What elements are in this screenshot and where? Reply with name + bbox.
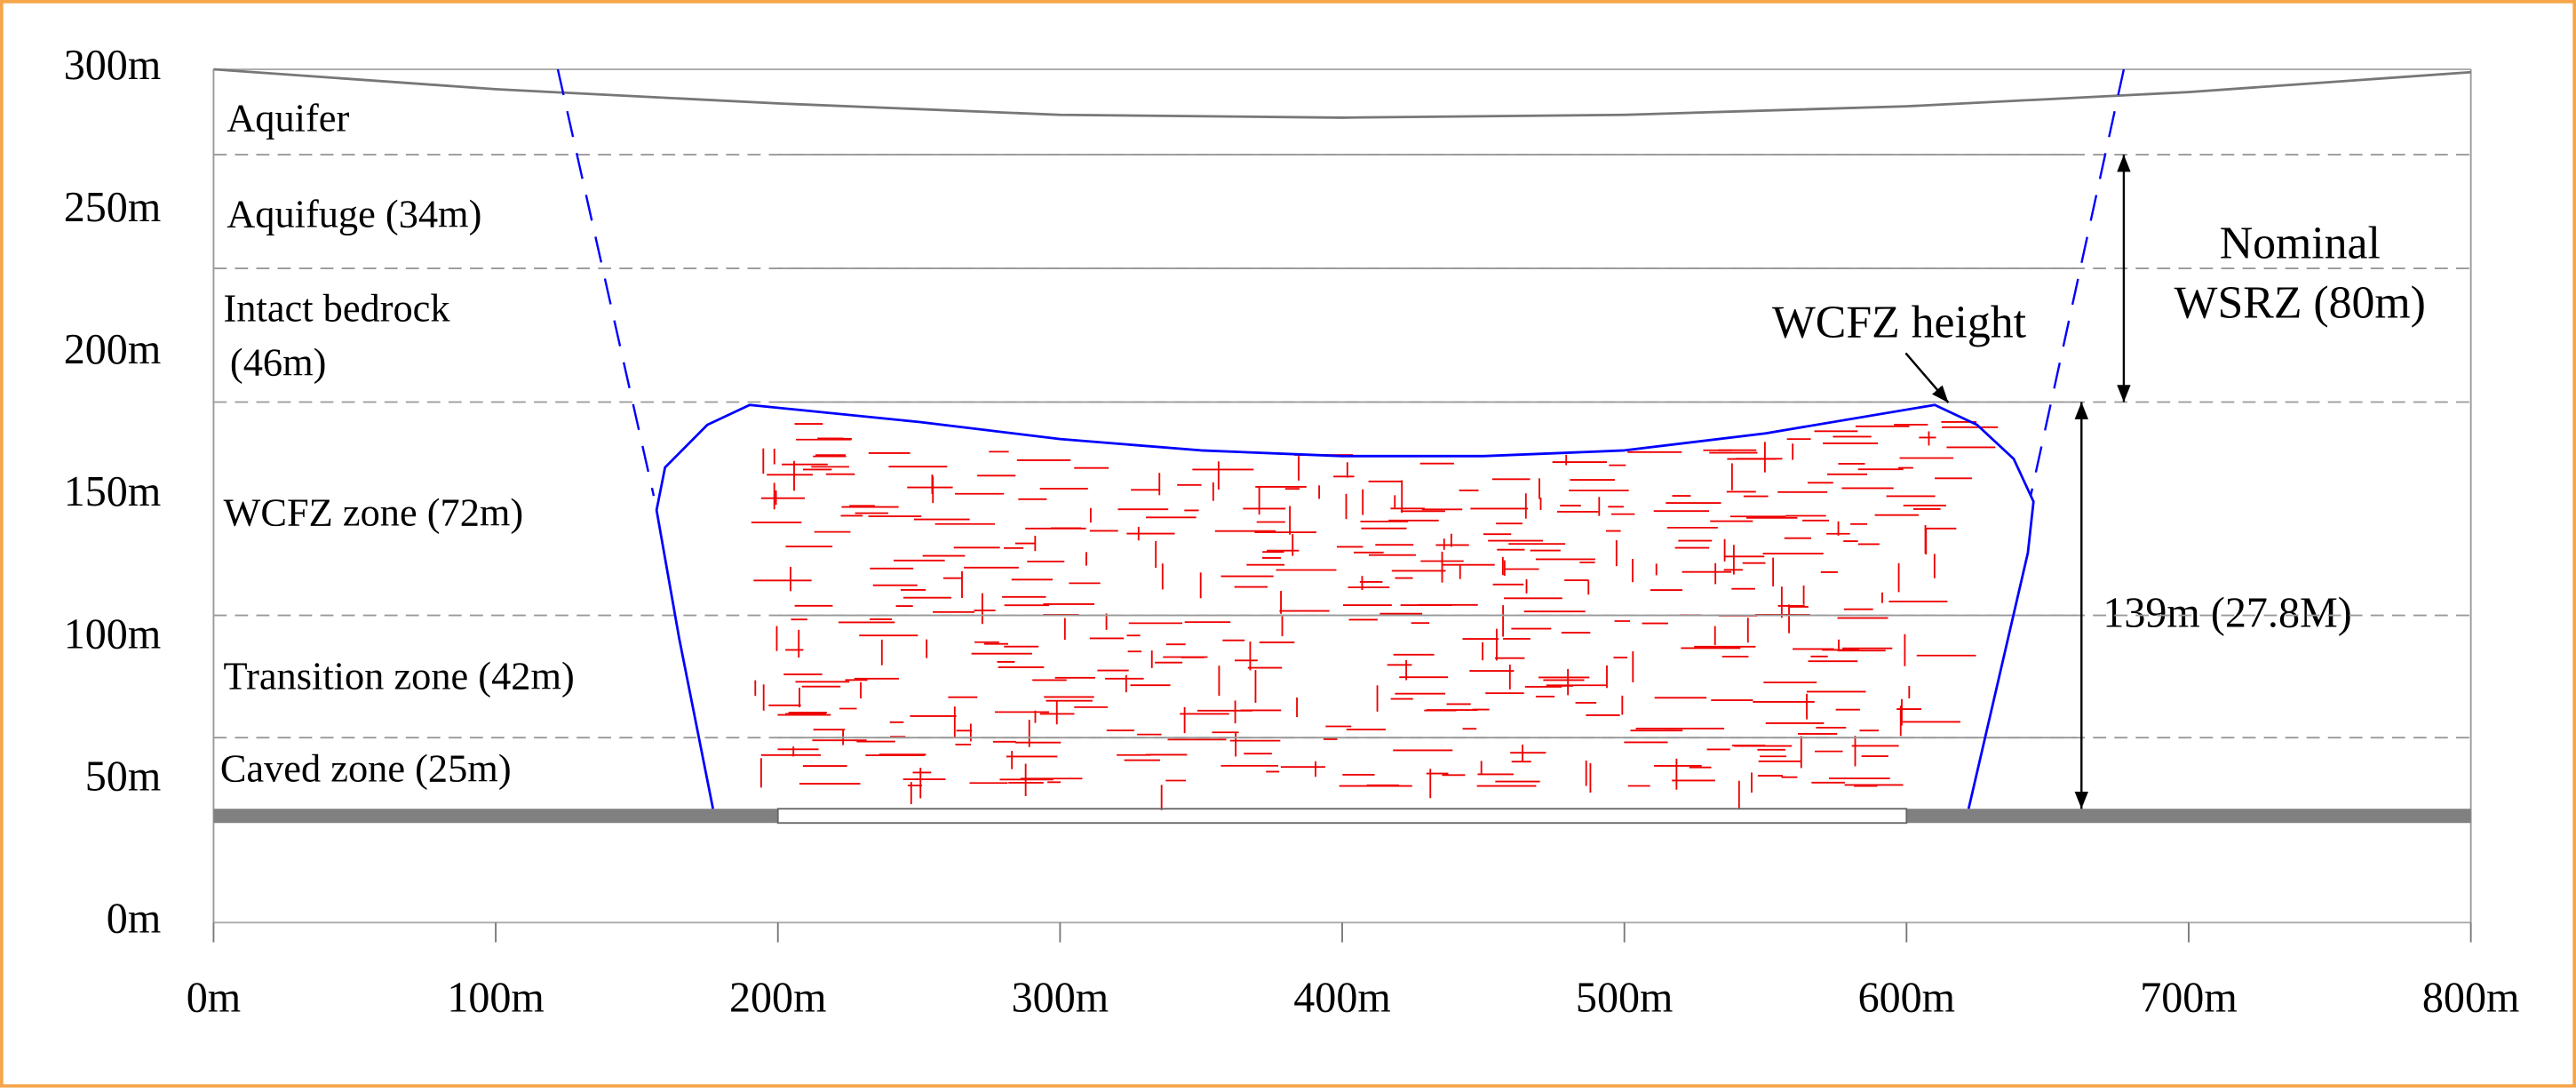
break-line	[556, 68, 656, 497]
break-line	[2029, 68, 2126, 497]
x-tick-label: 0m	[187, 974, 241, 1021]
x-tick-label: 300m	[1012, 974, 1109, 1021]
y-tick-label: 100m	[64, 610, 162, 658]
y-tick-label: 300m	[64, 42, 162, 89]
x-tick-label: 200m	[729, 974, 827, 1021]
coal-seam	[1906, 809, 2471, 824]
annotation: WCFZ zone (72m)	[224, 490, 524, 534]
x-tick-label: 800m	[2422, 974, 2520, 1021]
annotation: Intact bedrock	[224, 285, 451, 330]
leader-arrow	[1904, 352, 1950, 403]
annotation: Aquifer	[227, 96, 349, 140]
coal-seam	[213, 809, 778, 824]
annotation: Nominal	[2220, 218, 2381, 268]
y-tick-label: 250m	[64, 184, 162, 231]
y-tick-label: 0m	[107, 895, 161, 942]
annotation: (46m)	[230, 339, 326, 384]
x-tick-label: 100m	[447, 974, 545, 1021]
y-tick-label: 150m	[64, 468, 162, 515]
cracks	[751, 420, 1999, 810]
y-tick-label: 50m	[85, 753, 161, 800]
y-tick-label: 200m	[64, 326, 162, 373]
annotation: Caved zone (25m)	[220, 745, 512, 790]
wcfz-boundary	[655, 403, 2035, 809]
annotation: 139m (27.8M)	[2103, 590, 2351, 637]
annotation: Transition zone (42m)	[224, 653, 575, 697]
surface-line	[213, 68, 2471, 119]
annotation: WCFZ height	[1772, 298, 2027, 348]
annotation: WSRZ (80m)	[2174, 277, 2426, 328]
x-tick-label: 500m	[1576, 974, 1674, 1021]
x-tick-label: 700m	[2140, 974, 2238, 1021]
x-tick-label: 600m	[1858, 974, 1956, 1021]
annotation: Aquifuge (34m)	[227, 191, 481, 235]
goaf	[776, 808, 1908, 825]
x-tick-label: 400m	[1293, 974, 1391, 1021]
